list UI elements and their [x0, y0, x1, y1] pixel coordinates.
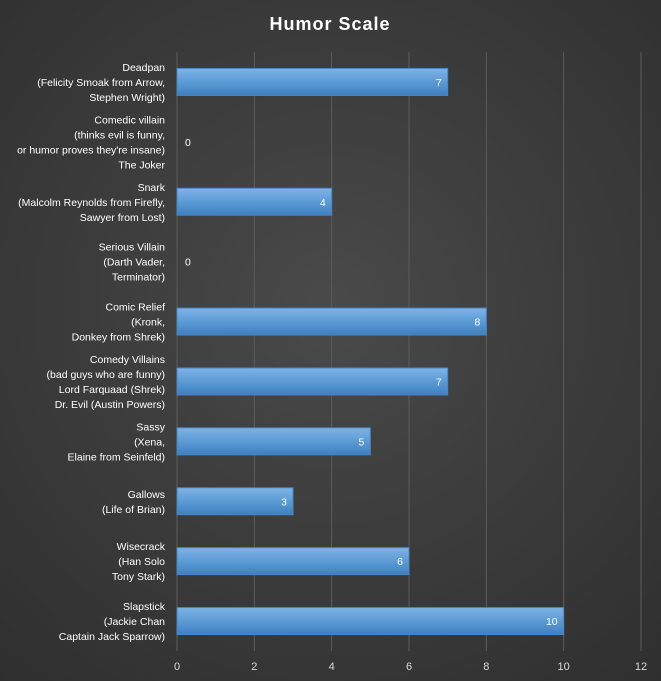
- category-label: Captain Jack Sparrow): [59, 631, 165, 643]
- category-label: (Life of Brian): [102, 504, 165, 516]
- bar-value-label: 8: [474, 317, 480, 329]
- bar-value-label: 0: [185, 137, 191, 149]
- bar: [176, 487, 294, 516]
- category-label: Comic Relief: [105, 302, 165, 314]
- category-label: Dr. Evil (Austin Powers): [55, 399, 165, 411]
- category-label: (Kronk,: [131, 317, 165, 329]
- category-label: (Xena,: [134, 436, 165, 448]
- category-label: Donkey from Shrek): [72, 332, 165, 344]
- category-label: Slapstick: [123, 601, 166, 613]
- category-label: Snark: [138, 182, 166, 194]
- x-axis-ticks: 0 2 4 6 8 10 12: [174, 661, 647, 673]
- bar-value-label: 7: [436, 376, 442, 388]
- bar: [176, 367, 449, 396]
- category-label: Sassy: [136, 421, 165, 433]
- category-label: Deadpan: [122, 62, 165, 74]
- bar-value-label: 6: [397, 556, 403, 568]
- category-label: Wisecrack: [117, 541, 166, 553]
- category-label: (Malcolm Reynolds from Firefly,: [18, 197, 165, 209]
- bar-value-label: 10: [546, 616, 558, 628]
- category-label: Terminator): [112, 272, 165, 284]
- bar: [176, 427, 371, 456]
- x-tick-label: 12: [635, 661, 647, 673]
- category-label: Gallows: [128, 489, 165, 501]
- bar-value-label: 4: [320, 197, 326, 209]
- bar: [176, 307, 487, 336]
- x-tick-label: 0: [174, 661, 180, 673]
- bar-value-label: 7: [436, 77, 442, 89]
- bars: 7 0 4 0 8 7 5 3 6 10: [176, 67, 565, 636]
- x-tick-label: 2: [251, 661, 257, 673]
- category-label: (Han Solo: [118, 556, 165, 568]
- category-label: Stephen Wright): [89, 92, 165, 104]
- bar: [176, 67, 449, 96]
- category-label: Tony Stark): [112, 571, 165, 583]
- bar: [176, 187, 333, 216]
- bar-value-label: 3: [281, 496, 287, 508]
- category-label: (thinks evil is funny,: [74, 129, 165, 141]
- category-label: (Jackie Chan: [104, 616, 165, 628]
- category-label: Elaine from Seinfeld): [68, 451, 165, 463]
- bar-value-label: 5: [358, 436, 364, 448]
- x-tick-label: 4: [329, 661, 335, 673]
- bar: [176, 547, 410, 576]
- category-label: (Felicity Smoak from Arrow,: [37, 77, 165, 89]
- x-tick-label: 6: [406, 661, 412, 673]
- category-label: Serious Villain: [99, 242, 166, 254]
- category-labels: Deadpan (Felicity Smoak from Arrow, Stephe…: [17, 62, 166, 643]
- chart-title: Humor Scale: [269, 14, 390, 34]
- gridlines: [176, 52, 642, 651]
- category-label: Comedy Villains: [90, 354, 165, 366]
- bar-value-label: 0: [185, 257, 191, 269]
- x-tick-label: 8: [483, 661, 489, 673]
- category-label: Comedic villain: [94, 114, 165, 126]
- category-label: Sawyer from Lost): [80, 212, 165, 224]
- category-label: The Joker: [118, 159, 165, 171]
- category-label: or humor proves they're insane): [17, 144, 165, 156]
- category-label: (bad guys who are funny): [47, 369, 165, 381]
- x-tick-label: 10: [558, 661, 570, 673]
- bar: [176, 607, 565, 636]
- category-label: Lord Farquaad (Shrek): [59, 384, 165, 396]
- category-label: (Darth Vader,: [103, 257, 165, 269]
